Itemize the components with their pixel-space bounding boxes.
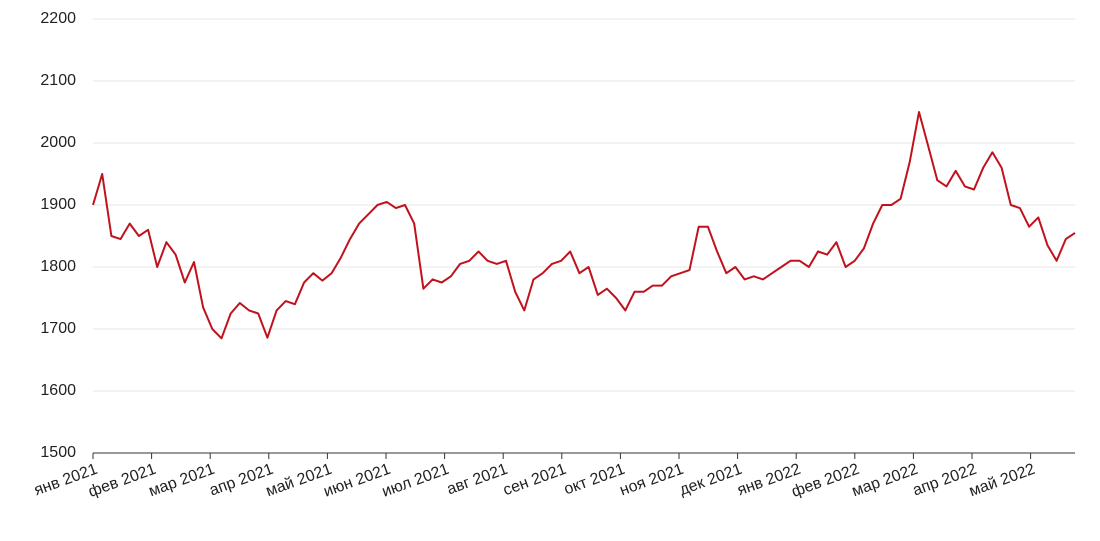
x-tick-label: окт 2021 bbox=[562, 461, 628, 499]
y-tick-label: 1600 bbox=[40, 382, 76, 399]
x-tick-label: июн 2021 bbox=[321, 461, 393, 501]
x-tick-label: мар 2022 bbox=[850, 461, 921, 501]
x-tick-label: апр 2022 bbox=[911, 461, 979, 500]
x-tick-label: дек 2021 bbox=[677, 461, 744, 499]
x-tick-label: мар 2021 bbox=[147, 461, 218, 501]
y-tick-label: 2200 bbox=[40, 10, 76, 27]
y-tick-label: 1700 bbox=[40, 320, 76, 337]
x-tick-label: фев 2021 bbox=[86, 461, 158, 501]
y-tick-label: 1500 bbox=[40, 444, 76, 461]
y-tick-label: 2100 bbox=[40, 72, 76, 89]
y-tick-label: 1800 bbox=[40, 258, 76, 275]
x-tick-label: апр 2021 bbox=[207, 461, 275, 500]
x-tick-label: авг 2021 bbox=[445, 461, 510, 499]
x-tick-label: май 2022 bbox=[967, 461, 1038, 501]
y-tick-label: 2000 bbox=[40, 134, 76, 151]
x-tick-label: сен 2021 bbox=[501, 461, 569, 500]
x-tick-label: июл 2021 bbox=[380, 461, 452, 501]
x-tick-label: фев 2022 bbox=[789, 461, 861, 501]
line-series bbox=[92, 111, 1076, 340]
x-tick-label: май 2021 bbox=[264, 461, 335, 501]
x-tick-label: ноя 2021 bbox=[618, 461, 686, 500]
y-tick-label: 1900 bbox=[40, 196, 76, 213]
